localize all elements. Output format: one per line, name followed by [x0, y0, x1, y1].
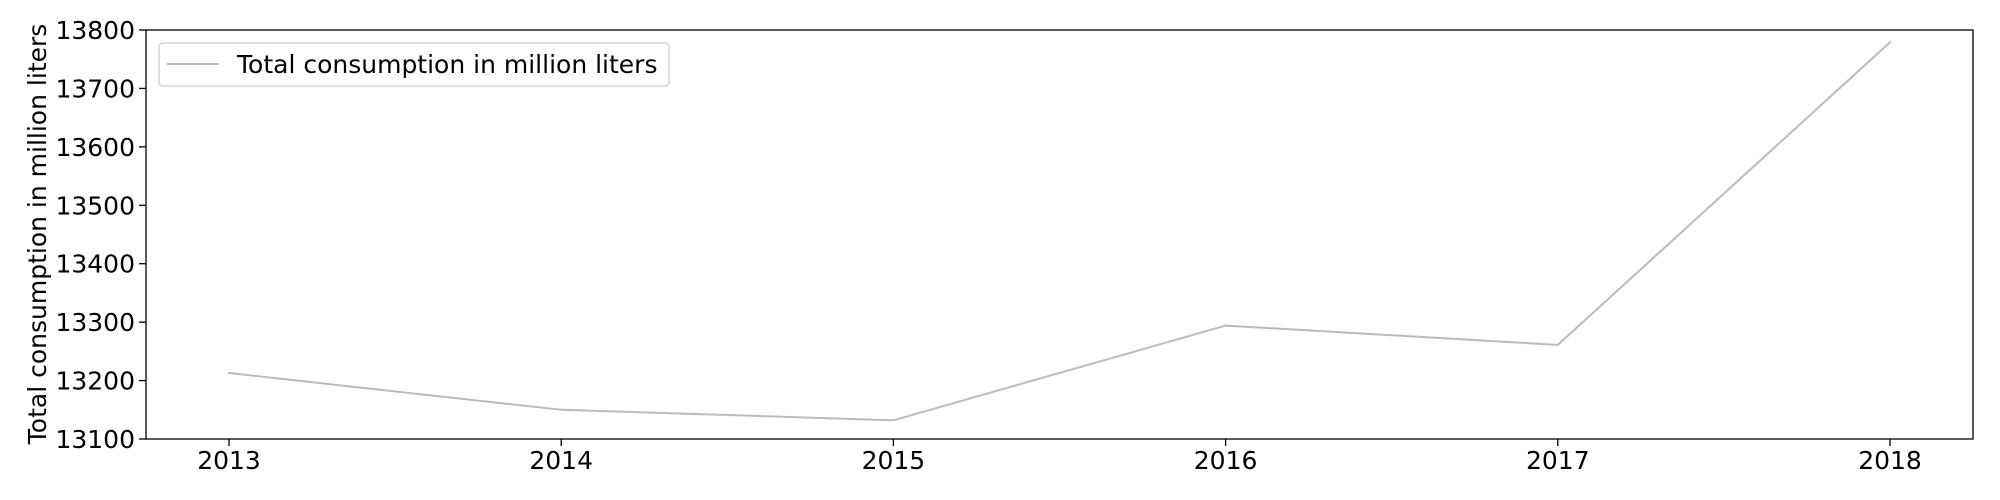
y-tick-label: 13800 [55, 16, 135, 45]
legend-label: Total consumption in million liters [236, 50, 657, 79]
y-tick-label: 13700 [55, 74, 135, 103]
y-tick-label: 13400 [55, 250, 135, 279]
x-tick-label: 2016 [1194, 446, 1258, 475]
legend: Total consumption in million liters [158, 42, 670, 87]
x-axis: 2013 2014 2015 2016 2017 2018 [197, 439, 1922, 475]
y-tick-label: 13300 [55, 308, 135, 337]
x-tick-label: 2015 [862, 446, 926, 475]
x-tick-label: 2013 [197, 446, 261, 475]
y-axis: 13100 13200 13300 13400 13500 13600 13700 13800 [55, 16, 146, 454]
series-layer [227, 40, 1892, 422]
x-tick-label: 2017 [1526, 446, 1590, 475]
x-tick-label: 2018 [1858, 446, 1922, 475]
y-tick-label: 13600 [55, 133, 135, 162]
legend-box [158, 42, 670, 87]
series-line [227, 40, 1892, 422]
y-axis-title: Total consumption in million liters [23, 24, 52, 445]
y-tick-label: 13200 [55, 367, 135, 396]
y-tick-label: 13500 [55, 191, 135, 220]
y-tick-label: 13100 [55, 425, 135, 454]
plot-frame [145, 29, 1974, 440]
x-tick-label: 2014 [529, 446, 593, 475]
